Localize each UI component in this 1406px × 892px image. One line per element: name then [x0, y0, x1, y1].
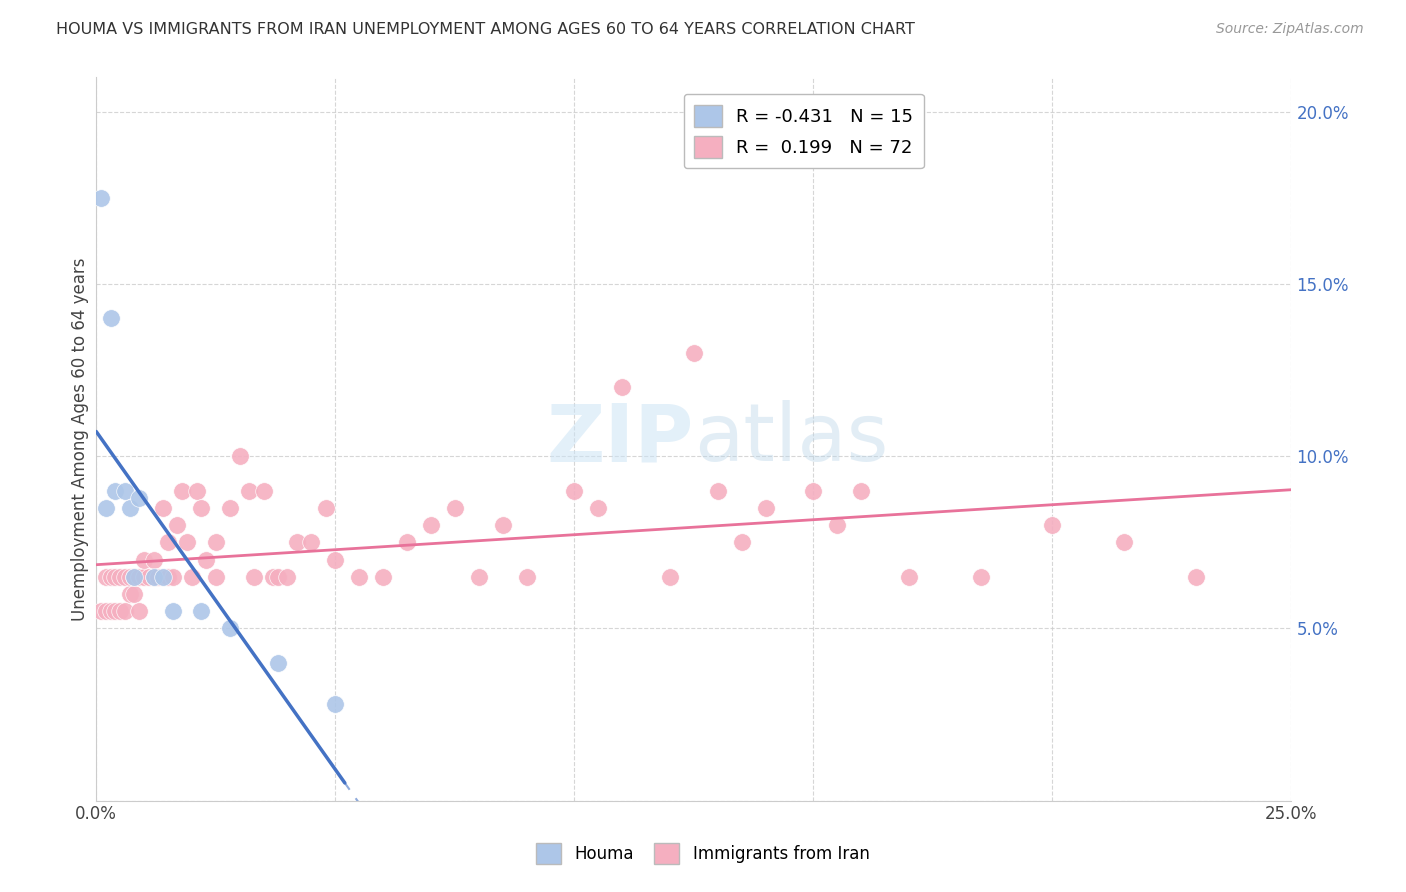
Point [315, 500, 337, 515]
Point [94, 570, 117, 584]
Point [898, 570, 921, 584]
Point [491, 518, 513, 533]
Point [228, 449, 250, 463]
Point [419, 518, 441, 533]
Point [970, 570, 993, 584]
Point [142, 552, 165, 566]
Point [162, 604, 184, 618]
Point [562, 483, 585, 498]
Point [801, 483, 824, 498]
Point [100, 570, 122, 584]
Point [754, 500, 776, 515]
Point [156, 535, 179, 549]
Point [142, 570, 165, 584]
Point [172, 483, 194, 498]
Point [276, 570, 298, 584]
Point [238, 483, 260, 498]
Point [219, 622, 242, 636]
Point [114, 483, 136, 498]
Point [186, 483, 208, 498]
Point [104, 570, 127, 584]
Point [586, 500, 609, 515]
Point [114, 570, 136, 584]
Point [323, 552, 346, 566]
Point [90, 191, 112, 205]
Point [285, 535, 308, 549]
Point [706, 483, 728, 498]
Point [219, 500, 242, 515]
Point [1042, 518, 1064, 533]
Point [682, 346, 704, 360]
Point [132, 552, 155, 566]
Point [195, 552, 218, 566]
Point [371, 570, 394, 584]
Point [849, 483, 872, 498]
Point [190, 500, 212, 515]
Point [299, 535, 322, 549]
Point [128, 570, 150, 584]
Point [243, 570, 266, 584]
Text: HOUMA VS IMMIGRANTS FROM IRAN UNEMPLOYMENT AMONG AGES 60 TO 64 YEARS CORRELATION: HOUMA VS IMMIGRANTS FROM IRAN UNEMPLOYME… [56, 22, 915, 37]
Point [176, 535, 198, 549]
Point [108, 604, 131, 618]
Point [152, 570, 174, 584]
Point [467, 570, 489, 584]
Point [658, 570, 681, 584]
Point [515, 570, 537, 584]
Point [204, 570, 226, 584]
Legend: Houma, Immigrants from Iran: Houma, Immigrants from Iran [530, 837, 876, 871]
Text: atlas: atlas [693, 400, 889, 478]
Point [94, 500, 117, 515]
Point [118, 500, 141, 515]
Point [124, 587, 146, 601]
Point [104, 483, 127, 498]
Point [114, 604, 136, 618]
Point [90, 604, 112, 618]
Point [262, 570, 284, 584]
Point [94, 604, 117, 618]
Y-axis label: Unemployment Among Ages 60 to 64 years: Unemployment Among Ages 60 to 64 years [72, 257, 89, 621]
Text: ZIP: ZIP [547, 400, 693, 478]
Point [190, 604, 212, 618]
Point [730, 535, 752, 549]
Point [124, 570, 146, 584]
Point [323, 697, 346, 711]
Point [1185, 570, 1208, 584]
Point [124, 570, 146, 584]
Point [132, 570, 155, 584]
Point [138, 570, 160, 584]
Point [128, 604, 150, 618]
Point [1114, 535, 1136, 549]
Point [162, 570, 184, 584]
Point [108, 570, 131, 584]
Point [252, 483, 274, 498]
Point [128, 491, 150, 505]
Point [148, 570, 170, 584]
Point [152, 500, 174, 515]
Legend: R = -0.431   N = 15, R =  0.199   N = 72: R = -0.431 N = 15, R = 0.199 N = 72 [683, 94, 924, 169]
Point [100, 311, 122, 326]
Point [104, 604, 127, 618]
Point [180, 570, 202, 584]
Point [610, 380, 633, 394]
Point [100, 604, 122, 618]
Point [166, 518, 188, 533]
Text: Source: ZipAtlas.com: Source: ZipAtlas.com [1216, 22, 1364, 37]
Point [204, 535, 226, 549]
Point [443, 500, 465, 515]
Point [142, 570, 165, 584]
Point [395, 535, 418, 549]
Point [267, 570, 290, 584]
Point [347, 570, 370, 584]
Point [118, 570, 141, 584]
Point [825, 518, 848, 533]
Point [118, 587, 141, 601]
Point [156, 570, 179, 584]
Point [267, 656, 290, 670]
